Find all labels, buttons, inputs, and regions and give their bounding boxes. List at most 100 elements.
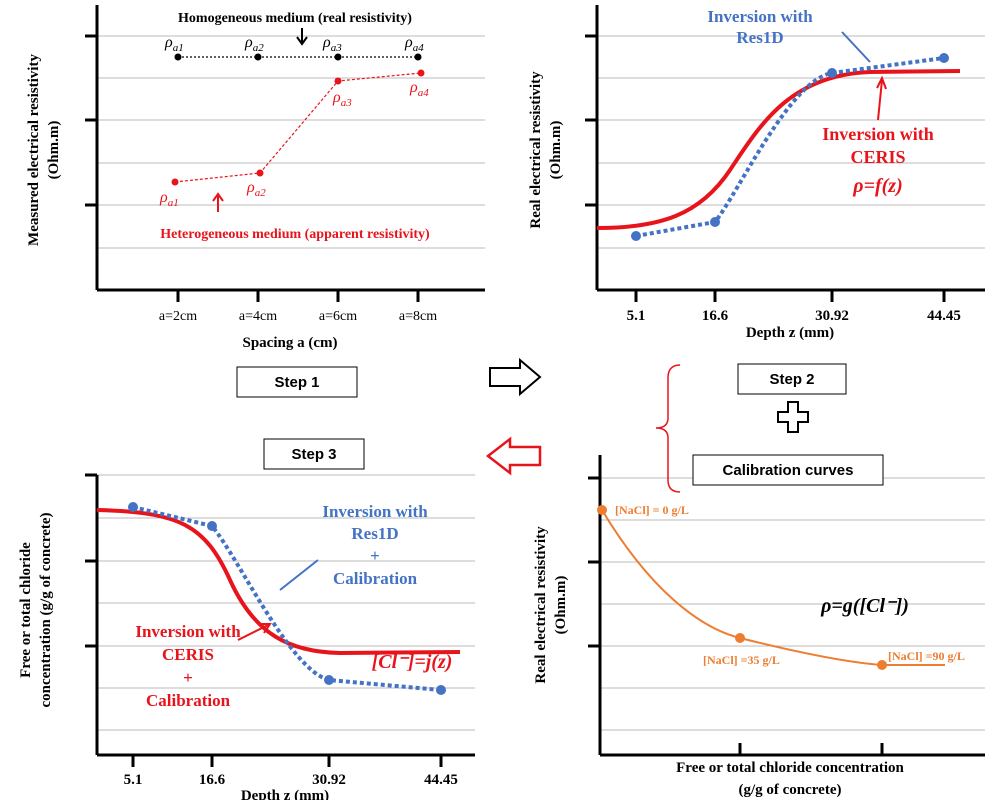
x-tick-label: a=8cm (399, 309, 437, 324)
shape (334, 77, 342, 85)
annotation: + (370, 546, 380, 565)
y-label: Measured electrical resistivity (26, 54, 42, 246)
y-label: concentration (g/g of concrete) (38, 512, 54, 707)
text-part: a3 (341, 97, 353, 109)
arrow (876, 75, 887, 121)
res1d-curve (132, 505, 442, 692)
step-label: Step 3 (291, 446, 336, 463)
point-label: ρa1 (159, 189, 179, 209)
point-label: ρa3 (322, 34, 342, 54)
text-part: ρ (159, 189, 168, 206)
annotation: Inversion with (322, 502, 428, 521)
step-label: Step 2 (769, 371, 814, 388)
text-part: ρ (404, 34, 413, 51)
shape (877, 660, 887, 670)
y-label: Real electrical resistivity (533, 526, 549, 684)
res1d-curve (635, 56, 945, 238)
point-label: [NaCl] =35 g/L (703, 653, 780, 667)
arrow (489, 357, 542, 397)
shape (256, 169, 264, 177)
x-label: Spacing a (cm) (243, 335, 338, 351)
equation: ρ=f(z) (852, 175, 902, 197)
annotation: Calibration (146, 691, 231, 710)
grid (85, 34, 985, 767)
annotation: Heterogeneous medium (apparent resistivi… (160, 227, 430, 242)
x-tick-label: 30.92 (815, 308, 849, 324)
annotation: Inversion with (135, 622, 241, 641)
points (171, 69, 425, 186)
x-tick-label: a=6cm (319, 309, 357, 324)
shape (827, 68, 837, 78)
ceris-curve (96, 508, 461, 656)
arrow (237, 623, 272, 641)
point-label: [NaCl] =90 g/L (888, 649, 965, 663)
shape (710, 217, 720, 227)
shape (207, 521, 217, 531)
shape (324, 675, 334, 685)
step-box (263, 438, 365, 470)
shape (171, 178, 179, 186)
plus (777, 401, 809, 433)
shape (417, 69, 425, 77)
text-part: a2 (255, 187, 267, 199)
points (128, 502, 446, 695)
arrow (296, 28, 308, 46)
equation: [Cl⁻]=j(z) (372, 651, 453, 673)
shape (436, 685, 446, 695)
arrow (212, 192, 224, 212)
text-part: ρ (409, 79, 418, 96)
text-part: ρ (164, 34, 173, 51)
arrow (279, 559, 319, 591)
heterogeneous-line (174, 72, 422, 183)
calibration-curve (601, 509, 945, 666)
x-label: Depth z (mm) (241, 788, 329, 800)
x-tick-label: 5.1 (124, 772, 143, 788)
text-part: a1 (168, 197, 179, 209)
points (597, 505, 887, 670)
point-label: ρa1 (164, 34, 184, 54)
step-box (236, 366, 358, 398)
x-tick-label: 30.92 (312, 772, 346, 788)
annotation: Homogeneous medium (real resistivity) (178, 11, 412, 26)
annotation: Res1D (736, 28, 783, 47)
shape (414, 53, 422, 61)
x-tick-label: a=2cm (159, 309, 197, 324)
annotation: + (183, 668, 193, 687)
annotation: Res1D (351, 524, 398, 543)
shape (254, 53, 262, 61)
ceris-curve (596, 69, 961, 230)
y-label: Free or total chloride (18, 542, 34, 678)
x-tick-label: 16.6 (199, 772, 226, 788)
point-label: ρa3 (332, 89, 352, 109)
arrow (485, 436, 542, 476)
annotation: Inversion with (822, 124, 934, 144)
point-label: ρa2 (244, 34, 264, 54)
text-part: a2 (253, 42, 265, 54)
x-tick-label: 44.45 (927, 308, 961, 324)
panel-title: Calibration curves (723, 462, 854, 479)
point-label: ρa4 (409, 79, 429, 99)
text-part: ρ (246, 179, 255, 196)
shape (939, 53, 949, 63)
x-tick-label: 16.6 (702, 308, 729, 324)
annotation: Calibration (333, 569, 418, 588)
text-part: a3 (331, 42, 343, 54)
y-label: (Ohm.m) (548, 121, 564, 180)
x-label: Depth z (mm) (746, 325, 834, 341)
y-label: (Ohm.m) (553, 576, 569, 635)
text-part: a1 (173, 42, 184, 54)
arrow (841, 31, 871, 63)
equation: ρ=g([Cl⁻]) (820, 595, 909, 617)
shape (128, 502, 138, 512)
point-label: ρa4 (404, 34, 424, 54)
point-label: ρa2 (246, 179, 266, 199)
point-label: [NaCl] = 0 g/L (615, 503, 689, 517)
annotation: CERIS (850, 147, 905, 167)
text-part: a4 (413, 42, 425, 54)
y-label: Real electrical resistivity (528, 71, 544, 229)
points (174, 53, 422, 61)
x-tick-label: 44.45 (424, 772, 458, 788)
annotation: CERIS (162, 645, 214, 664)
y-label: (Ohm.m) (46, 121, 62, 180)
